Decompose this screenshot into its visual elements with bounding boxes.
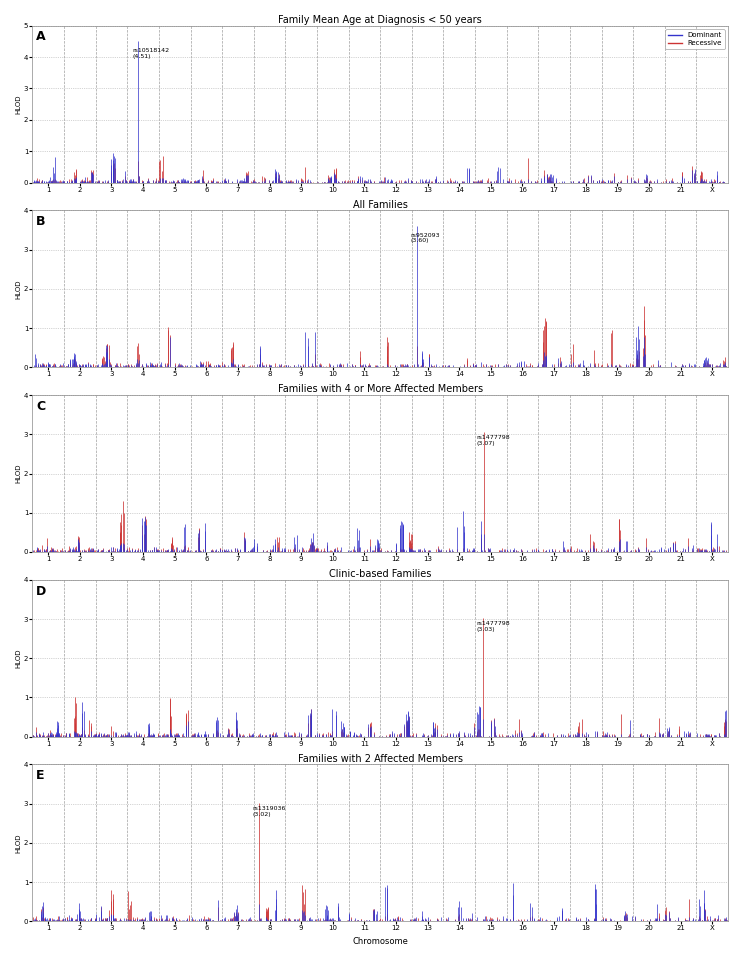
Title: Family Mean Age at Diagnosis < 50 years: Family Mean Age at Diagnosis < 50 years — [279, 15, 482, 25]
Text: C: C — [36, 400, 45, 413]
Title: Clinic-based Families: Clinic-based Families — [329, 569, 432, 579]
Text: A: A — [36, 31, 45, 43]
Text: rs1319036
(3.02): rs1319036 (3.02) — [252, 806, 285, 817]
Text: rs952093
(3.60): rs952093 (3.60) — [410, 233, 440, 243]
Y-axis label: HLOD: HLOD — [15, 833, 21, 852]
Title: Families with 4 or More Affected Members: Families with 4 or More Affected Members — [278, 384, 483, 394]
Title: All Families: All Families — [353, 200, 408, 209]
Y-axis label: HLOD: HLOD — [15, 279, 21, 299]
Y-axis label: HLOD: HLOD — [15, 464, 21, 483]
Y-axis label: HLOD: HLOD — [15, 649, 21, 668]
Y-axis label: HLOD: HLOD — [15, 94, 21, 114]
Text: rs10518142
(4.51): rs10518142 (4.51) — [132, 48, 169, 60]
Text: B: B — [36, 215, 45, 228]
Legend: Dominant, Recessive: Dominant, Recessive — [665, 29, 724, 49]
Text: rs1477798
(3.07): rs1477798 (3.07) — [477, 435, 510, 446]
Text: D: D — [36, 584, 46, 598]
X-axis label: Chromosome: Chromosome — [352, 937, 408, 946]
Title: Families with 2 Affected Members: Families with 2 Affected Members — [298, 753, 463, 764]
Text: rs1477798
(3.03): rs1477798 (3.03) — [477, 621, 510, 631]
Text: E: E — [36, 769, 45, 782]
